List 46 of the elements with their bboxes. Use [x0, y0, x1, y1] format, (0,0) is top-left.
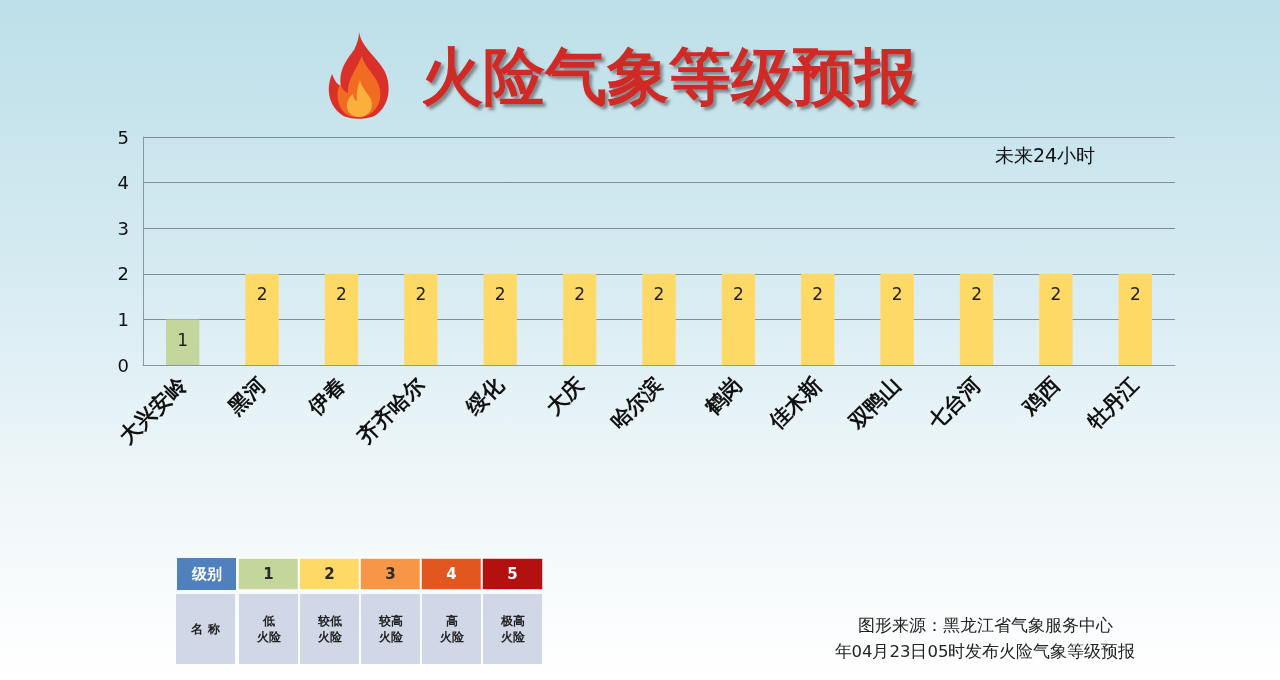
text: 图形来源：黑龙江省气象服务中心 — [857, 614, 1113, 635]
data-label: 2 — [415, 284, 427, 305]
x-tick-label: 牡丹江 — [1081, 372, 1144, 435]
x-tick-label: 较低火险 — [316, 614, 343, 644]
x-tick-label: 极高火险 — [499, 614, 526, 644]
data-label: 2 — [653, 284, 665, 305]
data-label: 2 — [574, 284, 586, 305]
x-tick-label: 低火险 — [255, 614, 282, 644]
data-label: 5 — [507, 565, 518, 583]
data-label: 2 — [256, 284, 268, 305]
x-tick-label: 鸡西 — [1017, 372, 1065, 420]
y-tick-label: 2 — [117, 263, 129, 285]
text: 年04月23日05时发布火险气象等级预报 — [834, 642, 1136, 661]
data-label: 2 — [732, 284, 744, 305]
x-tick-label: 双鸭山 — [843, 372, 906, 435]
chart-title: 火险气象等级预报 — [421, 39, 918, 113]
data-label: 2 — [812, 284, 824, 305]
data-label: 2 — [891, 284, 903, 305]
data-label: 2 — [971, 284, 982, 305]
data-label: 2 — [324, 565, 335, 583]
y-tick-label: 3 — [117, 217, 129, 239]
x-tick-label: 大庆 — [541, 372, 589, 420]
annotation: 未来24小时 — [995, 143, 1096, 166]
y-tick-label: 4 — [117, 172, 129, 194]
x-tick-label: 较高火险 — [377, 614, 404, 644]
data-label: 3 — [385, 565, 396, 583]
x-tick-label: 齐齐哈尔 — [352, 371, 431, 449]
data-label: 1 — [263, 565, 274, 583]
data-label: 2 — [1050, 284, 1062, 305]
y-tick-label: 1 — [117, 308, 129, 330]
x-tick-label: 哈尔滨 — [605, 372, 668, 435]
data-label: 2 — [1129, 284, 1141, 305]
y-tick-label: 5 — [117, 126, 129, 148]
x-tick-label: 高火险 — [438, 614, 465, 644]
x-tick-label: 鹤岗 — [699, 372, 747, 420]
data-label: 2 — [494, 284, 506, 305]
data-label: 1 — [177, 329, 189, 350]
x-tick-label: 绥化 — [461, 371, 510, 420]
x-tick-label: 佳木斯 — [764, 372, 827, 435]
data-label: 2 — [336, 284, 347, 305]
y-tick-label: 级别 — [190, 565, 222, 583]
x-tick-label: 七台河 — [922, 372, 986, 435]
x-tick-label: 黑河 — [223, 372, 271, 420]
data-label: 4 — [446, 565, 457, 583]
x-tick-label: 伊春 — [302, 372, 350, 420]
x-axis-title: 名 称 — [190, 622, 221, 636]
